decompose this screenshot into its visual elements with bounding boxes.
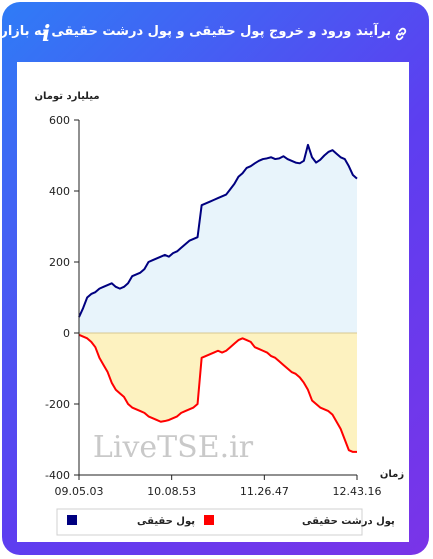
chart-panel: -400 -200 0 200 400 600 09.05.03 10.08.53 11.26.… [17,62,409,542]
x-axis-label: زمان [380,469,404,480]
y-tick-label: -200 [45,398,70,411]
watermark: LiveTSE.ir [93,430,254,465]
y-tick-label: 200 [49,256,70,269]
chart-svg: -400 -200 0 200 400 600 09.05.03 10.08.53 11.26.… [34,91,404,536]
y-tick-label: 600 [49,114,70,127]
x-tick-label: 09.05.03 [55,485,104,498]
card-header: i برآیند ورود و خروج پول حقیقی و پول درش… [0,2,429,62]
legend-label-real-money: پول حقیقی [137,516,195,527]
area-large-real-money [79,333,357,452]
y-tick-label: -400 [45,469,70,482]
y-axis-label: میلیارد تومان [34,91,99,102]
y-tick-label: 400 [49,185,70,198]
y-tick-label: 0 [63,327,70,340]
info-icon[interactable]: i [42,21,51,47]
legend-label-large-real-money: پول درشت حقیقی [302,516,395,527]
x-tick-label: 10.08.53 [147,485,196,498]
series-line-large-real-money [78,333,357,453]
x-tick-label: 11.26.47 [240,485,289,498]
legend-swatch-real-money [67,515,77,525]
legend: پول حقیقی پول درشت حقیقی [56,508,395,536]
chart-title: برآیند ورود و خروج پول حقیقی و پول درشت … [0,24,391,39]
link-icon[interactable] [393,26,409,42]
area-real-money [79,144,357,333]
x-tick-label: 12.43.16 [333,485,382,498]
legend-swatch-large-real-money [204,515,214,525]
series-line-real-money [78,143,358,318]
